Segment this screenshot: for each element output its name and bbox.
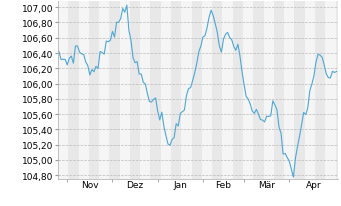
Bar (58, 2, 68, 179)
Bar (120, 2, 130, 179)
Bar (222, 2, 233, 179)
Bar (305, 2, 315, 179)
Bar (325, 2, 336, 179)
Bar (243, 2, 253, 179)
Bar (264, 2, 274, 179)
Bar (161, 2, 171, 179)
Bar (202, 2, 212, 179)
Bar (181, 2, 192, 179)
Bar (140, 2, 150, 179)
Bar (99, 2, 109, 179)
Bar (78, 2, 89, 179)
Bar (284, 2, 294, 179)
